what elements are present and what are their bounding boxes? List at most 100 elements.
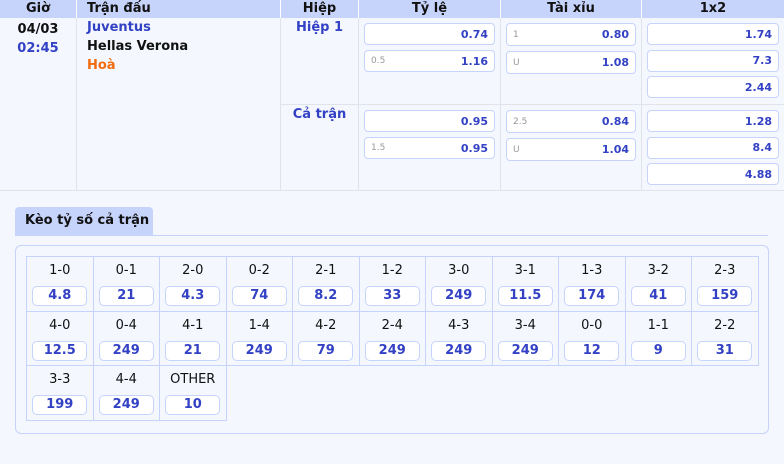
score-cell: 2-4 249: [358, 310, 426, 366]
score-cell: 4-3 249: [425, 310, 493, 366]
table-header: Giờ Trận đấu Hiệp Tỷ lệ Tài xỉu 1x2: [0, 0, 784, 18]
score-label: 4-1: [182, 317, 204, 333]
handicap-cell: 0.95 1.5 0.95: [359, 104, 500, 190]
1x2-odds-button[interactable]: 1.28: [647, 110, 779, 132]
score-label: 3-0: [448, 263, 470, 278]
handicap-odds: 0.95: [460, 114, 488, 128]
score-odds-button[interactable]: 11.5: [497, 286, 553, 306]
score-label: 0-0: [581, 317, 603, 333]
overunder-odds-button[interactable]: 2.5 0.84: [506, 110, 636, 133]
score-label: 4-4: [115, 372, 137, 387]
score-cell: 3-0 249: [425, 256, 493, 312]
score-label: 2-2: [714, 317, 736, 333]
score-odds-button[interactable]: 4.3: [165, 286, 221, 306]
score-odds-button[interactable]: 249: [364, 340, 420, 361]
overunder-odds: 0.84: [601, 115, 629, 128]
score-cell: 3-2 41: [624, 256, 692, 312]
score-label: 1-4: [248, 317, 270, 333]
overunder-cell: 2.5 0.84 U 1.04: [501, 104, 641, 190]
score-label: 3-3: [49, 372, 71, 387]
1x2-odds-button[interactable]: 2.44: [647, 76, 779, 98]
score-odds-button[interactable]: 9: [630, 340, 686, 361]
score-cell: 0-0 12: [558, 310, 626, 366]
score-odds-button[interactable]: 249: [497, 340, 553, 361]
overunder-line: U: [513, 57, 520, 68]
score-odds-button[interactable]: 12: [564, 340, 620, 361]
handicap-odds-button[interactable]: 1.5 0.95: [364, 137, 495, 159]
overunder-odds-button[interactable]: 1 0.80: [506, 23, 636, 46]
score-odds-button[interactable]: 31: [697, 340, 753, 361]
score-odds-button[interactable]: 41: [630, 286, 686, 306]
score-odds-button[interactable]: 79: [298, 340, 354, 361]
overunder-line: 2.5: [513, 116, 528, 127]
away-team[interactable]: Hellas Verona: [87, 39, 189, 54]
score-odds-button[interactable]: 10: [165, 395, 221, 415]
handicap-odds: 0.74: [460, 27, 488, 41]
tab-correct-score[interactable]: Kèo tỷ số cả trận: [15, 207, 153, 236]
header-time: Giờ: [0, 0, 77, 18]
score-label: 2-1: [315, 263, 337, 278]
score-cell: 2-0 4.3: [159, 256, 227, 312]
score-label: 4-3: [448, 317, 470, 333]
score-odds-button[interactable]: 8.2: [298, 286, 354, 306]
score-odds-button[interactable]: 74: [231, 286, 287, 306]
score-odds-button[interactable]: 249: [431, 340, 487, 361]
overunder-odds: 1.08: [601, 56, 629, 69]
score-label: 1-2: [381, 263, 403, 278]
home-team[interactable]: Juventus: [87, 20, 151, 35]
score-odds-button[interactable]: 21: [165, 340, 221, 361]
score-odds-button[interactable]: 249: [431, 286, 487, 306]
handicap-cell: 0.74 0.5 1.16: [359, 18, 500, 104]
overunder-odds-button[interactable]: U 1.08: [506, 51, 636, 74]
score-label: 1-1: [647, 317, 669, 333]
score-odds-button[interactable]: 159: [697, 286, 753, 306]
draw-label: Hoà: [87, 58, 116, 73]
divider: [15, 235, 768, 236]
score-cell: 4-4 249: [92, 365, 160, 421]
handicap-odds-button[interactable]: 0.5 1.16: [364, 50, 495, 72]
score-label: 2-3: [714, 263, 736, 278]
score-label: 4-2: [315, 317, 337, 333]
1x2-odds-button[interactable]: 4.88: [647, 163, 779, 185]
score-odds-button[interactable]: 199: [32, 395, 88, 415]
period-label: Cả trận: [292, 107, 347, 122]
score-odds-button[interactable]: 249: [98, 395, 154, 415]
score-cell: 1-4 249: [225, 310, 293, 366]
score-cell: 1-0 4.8: [26, 256, 94, 312]
header-match: Trận đấu: [77, 0, 281, 18]
1x2-odds: 8.4: [752, 141, 773, 154]
score-cell: 4-1 21: [159, 310, 227, 366]
score-cell: 2-3 159: [691, 256, 759, 312]
score-label: 3-1: [514, 263, 536, 278]
handicap-odds: 1.16: [460, 54, 488, 68]
score-label: 2-0: [182, 263, 204, 278]
header-half: Hiệp: [281, 0, 359, 18]
1x2-odds: 7.3: [752, 54, 773, 67]
score-label: 1-0: [49, 263, 71, 278]
1x2-odds-button[interactable]: 7.3: [647, 49, 779, 72]
handicap-line: 0.5: [371, 56, 386, 66]
score-cell: 0-2 74: [225, 256, 293, 312]
header-1x2: 1x2: [699, 1, 727, 16]
score-label: 3-4: [514, 317, 536, 333]
overunder-odds-button[interactable]: U 1.04: [506, 138, 636, 161]
period-label: Hiệp 1: [295, 20, 344, 35]
1x2-odds: 1.28: [744, 114, 772, 128]
score-odds-button[interactable]: 174: [564, 286, 620, 306]
1x2-odds-button[interactable]: 1.74: [647, 23, 779, 45]
score-odds-button[interactable]: 249: [98, 340, 154, 361]
score-cell: 3-3 199: [26, 365, 94, 421]
score-odds-button[interactable]: 249: [231, 340, 287, 361]
score-cell: 3-1 11.5: [491, 256, 559, 312]
score-odds-button[interactable]: 4.8: [32, 286, 88, 306]
1x2-odds-button[interactable]: 8.4: [647, 136, 779, 159]
handicap-odds-button[interactable]: 0.95: [364, 110, 495, 132]
score-odds-button[interactable]: 21: [98, 286, 154, 306]
handicap-odds: 0.95: [460, 141, 488, 155]
score-cell: 3-4 249: [491, 310, 559, 366]
score-odds-button[interactable]: 33: [364, 286, 420, 306]
handicap-odds-button[interactable]: 0.74: [364, 23, 495, 45]
overunder-odds: 0.80: [601, 28, 629, 41]
score-odds-button[interactable]: 12.5: [32, 340, 88, 361]
1x2-odds: 2.44: [744, 80, 772, 94]
